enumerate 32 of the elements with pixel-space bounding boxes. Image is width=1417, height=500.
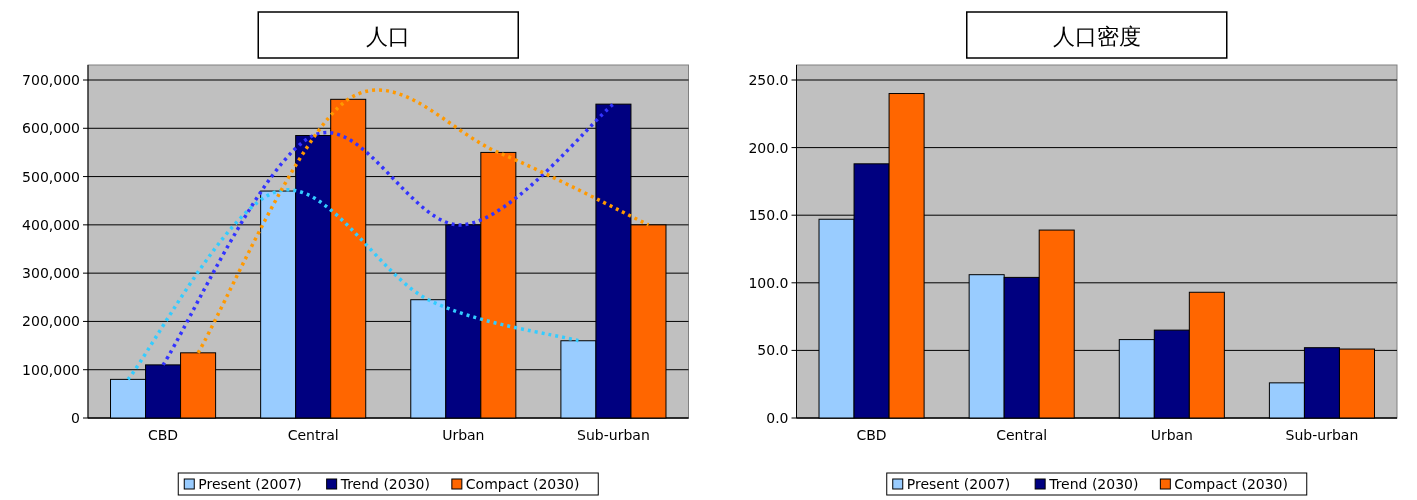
x-tick-label: Urban xyxy=(1150,427,1193,443)
x-tick-label: Sub-urban xyxy=(1285,427,1359,443)
y-tick-label: 0.0 xyxy=(766,410,789,426)
y-tick-label: 300,000 xyxy=(22,265,80,282)
y-tick-label: 700,000 xyxy=(22,72,80,88)
legend-label: Present (2007) xyxy=(906,476,1011,492)
legend-label: Compact (2030) xyxy=(465,476,580,492)
legend-label: Present (2007) xyxy=(198,476,302,492)
x-tick-label: Urban xyxy=(442,427,485,443)
x-tick-label: CBD xyxy=(856,427,887,443)
legend-label: Trend (2030) xyxy=(339,476,430,492)
x-tick-label: Sub-urban xyxy=(577,427,650,443)
y-tick-label: 150.0 xyxy=(748,207,789,224)
y-tick-label: 600,000 xyxy=(22,120,80,137)
y-tick-label: 50.0 xyxy=(757,342,789,359)
legend-label: Compact (2030) xyxy=(1174,476,1288,492)
line-series xyxy=(126,188,581,382)
y-tick-label: 100.0 xyxy=(748,274,789,291)
x-tick-label: CBD xyxy=(147,427,179,443)
y-tick-label: 100,000 xyxy=(22,361,80,378)
chart-title: 人口 xyxy=(366,24,411,49)
y-tick-label: 200.0 xyxy=(748,139,789,156)
legend-label: Trend (2030) xyxy=(1048,476,1139,492)
y-tick-label: 200,000 xyxy=(22,313,80,330)
y-tick-label: 500,000 xyxy=(22,168,80,185)
x-tick-label: Central xyxy=(287,427,339,443)
x-tick-label: Central xyxy=(996,427,1048,443)
chart-title: 人口密度 xyxy=(1052,24,1141,49)
line-series xyxy=(161,102,616,367)
y-tick-label: 400,000 xyxy=(22,216,80,233)
y-tick-label: 250.0 xyxy=(748,72,789,88)
y-tick-label: 0 xyxy=(71,410,80,426)
